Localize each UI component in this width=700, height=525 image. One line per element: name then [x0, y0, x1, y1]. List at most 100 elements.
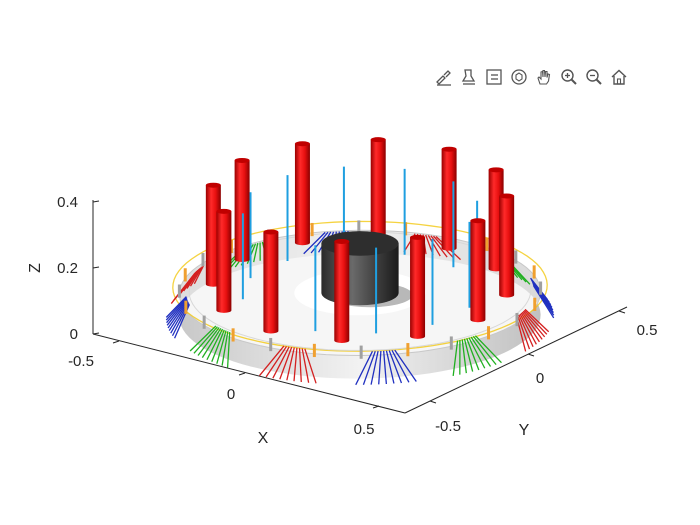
cylinder-cap: [263, 229, 279, 235]
fan-group: [355, 349, 417, 386]
fan-blade: [166, 299, 188, 326]
axes-box: 0 0.2 0.4 -0.5 0 0.5 X -0.5 0 0.5 Y Z: [27, 194, 657, 447]
fan-blade: [463, 338, 474, 372]
fan-blade: [388, 350, 403, 384]
z-tick-label-0.2: 0.2: [57, 260, 78, 277]
red-cylinder: [370, 137, 386, 242]
data-tips-icon[interactable]: [457, 65, 481, 89]
x-axis-line: [92, 333, 406, 414]
fan-blade: [167, 300, 189, 329]
fan-blade: [197, 327, 220, 356]
cylinder-body: [234, 160, 250, 262]
fan-group: [258, 345, 317, 384]
fan-blade: [530, 277, 546, 298]
cylinder-cap: [470, 218, 486, 224]
fan-blade: [452, 340, 459, 377]
cylinder-body: [370, 139, 386, 242]
fan-blade: [221, 331, 229, 366]
y-tick-0.5: [618, 310, 626, 314]
red-cylinder: [470, 218, 486, 323]
fan-blade: [304, 348, 317, 384]
fan-blade: [189, 325, 217, 352]
z-axis-label: Z: [27, 263, 44, 273]
fan-blade: [301, 348, 310, 383]
cylinder-cap: [234, 157, 250, 163]
legend-icon[interactable]: [482, 65, 506, 89]
red-cylinder: [234, 157, 250, 262]
fan-blade: [165, 296, 187, 318]
fan-group: [189, 325, 231, 368]
pan-hand-icon[interactable]: [532, 65, 556, 89]
cylinder-cap: [370, 137, 386, 143]
home-icon[interactable]: [607, 65, 631, 89]
fan-blade: [394, 349, 417, 382]
brush-data-icon[interactable]: [432, 65, 456, 89]
fan-blade: [524, 308, 550, 333]
fan-blade: [517, 315, 531, 350]
fan-blade: [470, 336, 492, 367]
fan-blade: [472, 335, 497, 366]
fan-blade: [170, 272, 196, 304]
fan-blade: [522, 310, 546, 338]
fan-blade: [520, 312, 540, 343]
cylinder-body: [410, 237, 426, 339]
axes-toolbar: [432, 64, 631, 90]
x-tick-label-0.5: 0.5: [354, 421, 375, 438]
red-cylinder: [499, 193, 515, 298]
fan-blade: [355, 351, 374, 386]
fan-group: [515, 308, 550, 352]
fan-blade: [211, 329, 225, 363]
fan-blade: [461, 339, 467, 374]
fan-blade: [474, 335, 502, 364]
fan-blade: [383, 350, 388, 385]
cylinder-body: [294, 143, 310, 246]
red-cylinder: [410, 234, 426, 339]
z-tick-0.2: [92, 266, 100, 269]
zoom-out-icon[interactable]: [582, 65, 606, 89]
fan-blade: [391, 350, 410, 383]
y-tick-label--0.5: -0.5: [435, 418, 461, 435]
fan-blade: [430, 235, 448, 258]
fan-blade: [201, 327, 222, 358]
fan-blade: [427, 235, 441, 257]
z-tick-0: [92, 332, 100, 335]
cylinder-body: [263, 232, 279, 334]
fan-blade: [226, 331, 231, 368]
z-tick-label-0: 0: [70, 326, 78, 343]
z-tick-0.4: [92, 200, 100, 203]
fan-blade: [206, 328, 224, 361]
fan-blade: [265, 346, 288, 378]
cylinder-body: [499, 196, 515, 298]
cylinder-cap: [441, 146, 457, 152]
fan-blade: [193, 265, 205, 285]
fan-blade: [370, 350, 379, 385]
red-cylinder: [216, 208, 232, 313]
fan-blade: [165, 297, 188, 321]
y-tick-label-0.5: 0.5: [637, 322, 658, 339]
fan-blade: [166, 298, 188, 324]
cylinder-cap: [499, 193, 515, 199]
cylinder-cap: [334, 239, 350, 245]
fan-blade: [523, 309, 548, 335]
fan-group: [452, 335, 502, 377]
fan-blade: [362, 351, 376, 385]
zoom-in-icon[interactable]: [557, 65, 581, 89]
rotate-3d-icon[interactable]: [507, 65, 531, 89]
cylinder-cap: [488, 167, 504, 173]
y-axis-label: Y: [519, 422, 530, 439]
fan-blade: [468, 337, 486, 369]
cylinder-body: [216, 211, 232, 313]
red-cylinder: [263, 229, 279, 334]
cylinder-cap: [205, 182, 221, 188]
x-tick-0.5: [372, 405, 380, 409]
fan-blade: [303, 231, 326, 255]
fan-blade: [189, 266, 203, 287]
fan-blade: [518, 314, 534, 348]
cylinder-cap: [294, 141, 310, 147]
scene-3d: [165, 137, 555, 386]
hub-top: [321, 231, 399, 256]
red-cylinder: [334, 239, 350, 344]
fan-blade: [519, 313, 537, 345]
x-axis-label: X: [258, 430, 269, 447]
